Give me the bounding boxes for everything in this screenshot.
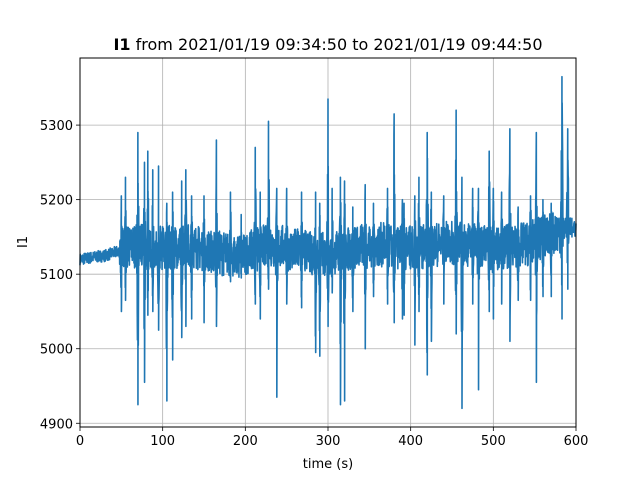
chart-title-rest: from 2021/01/19 09:34:50 to 2021/01/19 0… — [131, 35, 543, 54]
x-tick-label: 300 — [316, 434, 341, 449]
plot-area — [79, 75, 577, 410]
x-axis-ticks: 0 100 200 300 400 500 600 — [76, 427, 589, 449]
x-tick-label: 200 — [233, 434, 258, 449]
chart-title: I1 from 2021/01/19 09:34:50 to 2021/01/1… — [113, 35, 542, 54]
series-line-I1 — [79, 75, 577, 410]
y-axis-label: I1 — [16, 236, 31, 248]
x-tick-label: 100 — [150, 434, 175, 449]
y-axis-ticks: 4900 5000 5100 5200 5300 — [40, 119, 80, 432]
x-tick-label: 600 — [564, 434, 589, 449]
chart-title-bold: I1 — [113, 35, 130, 54]
x-tick-label: 400 — [398, 434, 423, 449]
x-tick-label: 0 — [76, 434, 84, 449]
y-tick-label: 4900 — [40, 417, 73, 432]
y-tick-label: 5300 — [40, 119, 73, 134]
y-tick-label: 5200 — [40, 194, 73, 209]
x-axis-label: time (s) — [303, 457, 353, 472]
y-tick-label: 5100 — [40, 268, 73, 283]
y-tick-label: 5000 — [40, 343, 73, 358]
x-tick-label: 500 — [481, 434, 506, 449]
